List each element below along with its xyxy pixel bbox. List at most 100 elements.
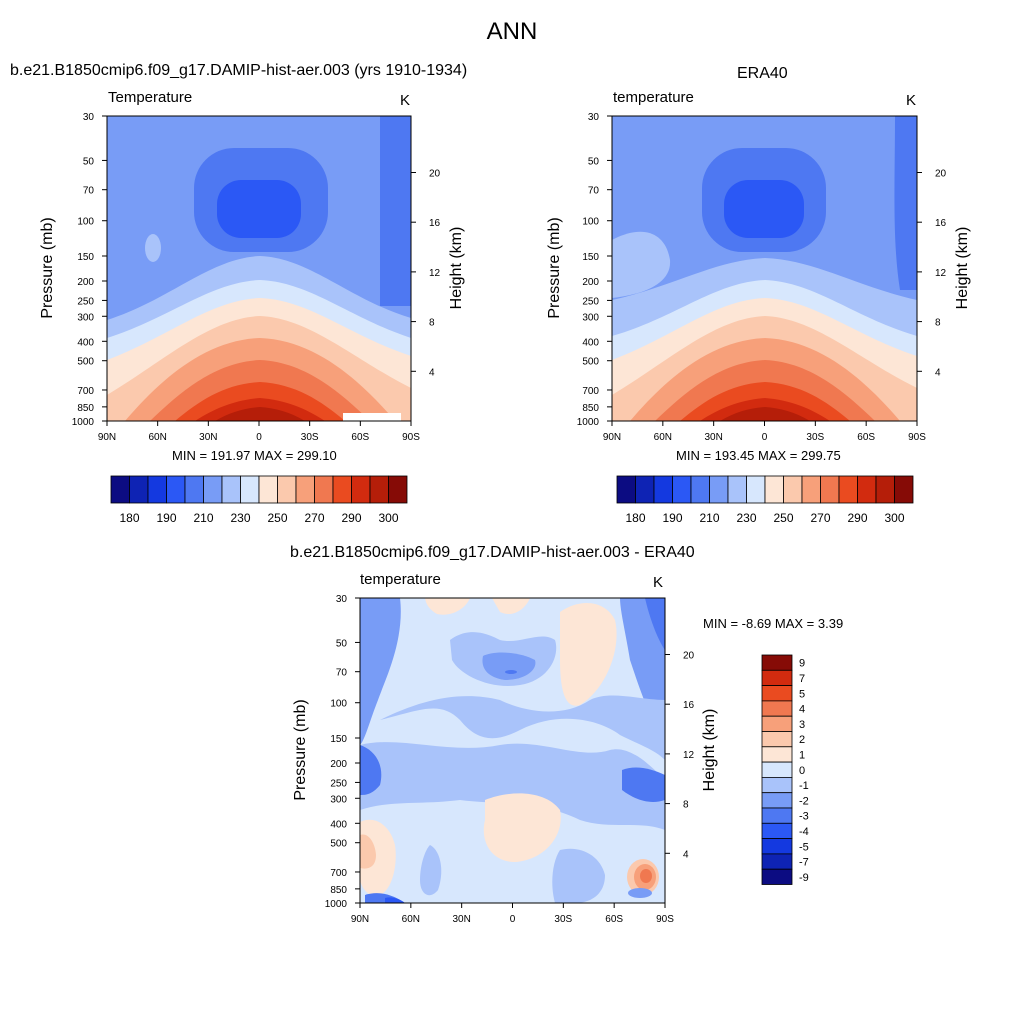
panel-3-y2-tick-label: 16 bbox=[683, 700, 695, 711]
colorbar-3-swatch bbox=[761, 792, 793, 809]
panel-3-y2-tick-label: 4 bbox=[683, 849, 689, 860]
colorbar-3-tick-label: -2 bbox=[799, 795, 809, 807]
panel-2-x-tick-label: 0 bbox=[762, 432, 768, 443]
colorbar-1-swatch bbox=[351, 475, 371, 504]
colorbar-1-tick-label: 290 bbox=[341, 511, 361, 525]
panel-3-y-tick-label: 200 bbox=[330, 759, 347, 770]
panel-1-plot bbox=[107, 116, 411, 421]
colorbar-2-tick-label: 290 bbox=[847, 511, 867, 525]
colorbar-3-tick-label: 9 bbox=[799, 658, 805, 670]
panel-3-x-tick-label: 90S bbox=[656, 914, 674, 925]
panel-1-y-tick-label: 1000 bbox=[72, 417, 95, 428]
colorbar-1-swatch bbox=[240, 475, 260, 504]
colorbar-3-tick-label: -4 bbox=[799, 826, 809, 838]
panel-1-field-label: Temperature bbox=[108, 89, 193, 106]
colorbar-3-tick-label: -1 bbox=[799, 780, 809, 792]
panel-2-y-tick-label: 400 bbox=[582, 337, 599, 348]
colorbar-1-tick-label: 270 bbox=[304, 511, 324, 525]
colorbar-3-swatch bbox=[761, 746, 793, 763]
colorbar-1-swatch bbox=[314, 475, 334, 504]
panel-2-x-tick-label: 60S bbox=[857, 432, 875, 443]
panel-1-x-tick-label: 30N bbox=[199, 432, 217, 443]
panel-2-field-label: temperature bbox=[613, 89, 694, 106]
colorbar-1-swatch bbox=[110, 475, 130, 504]
colorbar-1-swatch bbox=[129, 475, 149, 504]
panel-2-x-tick-label: 90N bbox=[603, 432, 621, 443]
colorbar-3-tick-label: 1 bbox=[799, 749, 805, 761]
panel-3-min-max: MIN = -8.69 MAX = 3.39 bbox=[703, 616, 844, 631]
colorbar-1-swatch bbox=[147, 475, 167, 504]
colorbar-2-tick-label: 300 bbox=[884, 511, 904, 525]
colorbar-2-swatch bbox=[875, 475, 895, 504]
panel-1-y-tick-label: 500 bbox=[77, 357, 94, 368]
panel-1-x-tick-label: 30S bbox=[301, 432, 319, 443]
panel-2-y2-tick-label: 20 bbox=[935, 168, 947, 179]
colorbar-3-swatch bbox=[761, 853, 793, 870]
panel-1-y2-tick-label: 4 bbox=[429, 367, 435, 378]
colorbar-2-swatch bbox=[857, 475, 877, 504]
colorbar-2-swatch bbox=[635, 475, 655, 504]
panel-1-y-tick-label: 50 bbox=[83, 156, 95, 167]
panel-3-field-label: temperature bbox=[360, 571, 441, 588]
colorbar-3-swatch bbox=[761, 761, 793, 778]
colorbar-3-tick-label: 5 bbox=[799, 688, 805, 700]
colorbar-3-swatch bbox=[761, 654, 793, 671]
colorbar-2-tick-label: 250 bbox=[773, 511, 793, 525]
colorbar-3-swatch bbox=[761, 731, 793, 748]
panel-2-title: ERA40 bbox=[737, 65, 788, 82]
colorbar-2-swatch bbox=[820, 475, 840, 504]
panel-3-y-tick-label: 700 bbox=[330, 868, 347, 879]
panel-1-y-tick-label: 300 bbox=[77, 312, 94, 323]
panel-1-unit: K bbox=[400, 92, 411, 109]
panel-1-y-tick-label: 200 bbox=[77, 277, 94, 288]
colorbar-1-tick-label: 180 bbox=[119, 511, 139, 525]
colorbar-2-tick-label: 180 bbox=[625, 511, 645, 525]
panel-1-y2-tick-label: 20 bbox=[429, 168, 441, 179]
colorbar-1-swatch bbox=[184, 475, 204, 504]
colorbar-1-tick-label: 230 bbox=[230, 511, 250, 525]
panel-1-y-tick-label: 700 bbox=[77, 386, 94, 397]
panel-3-x-tick-label: 0 bbox=[510, 914, 516, 925]
panel-2-y-tick-label: 150 bbox=[582, 252, 599, 263]
panel-2-y2-tick-label: 8 bbox=[935, 318, 941, 329]
panel-2-y2-tick-label: 12 bbox=[935, 268, 947, 279]
panel-2-x-tick-label: 90S bbox=[908, 432, 926, 443]
panel-2-y-tick-label: 70 bbox=[588, 186, 600, 197]
colorbar-2-swatch bbox=[690, 475, 710, 504]
panel-3-plot bbox=[360, 598, 665, 903]
panel-2-y-tick-label: 100 bbox=[582, 217, 599, 228]
colorbar-2-swatch bbox=[894, 475, 914, 504]
colorbar-3-swatch bbox=[761, 685, 793, 702]
colorbar-3-tick-label: 0 bbox=[799, 765, 805, 777]
colorbar-3-swatch bbox=[761, 822, 793, 839]
panel-1-y2-tick-label: 16 bbox=[429, 218, 441, 229]
colorbar-3-swatch bbox=[761, 838, 793, 855]
panel-1-min-max: MIN = 191.97 MAX = 299.10 bbox=[172, 448, 337, 463]
colorbar-1-swatch bbox=[221, 475, 241, 504]
colorbar-3-swatch bbox=[761, 807, 793, 824]
panel-3-title: b.e21.B1850cmip6.f09_g17.DAMIP-hist-aer.… bbox=[290, 544, 695, 561]
panel-3-y-tick-label: 30 bbox=[336, 594, 348, 605]
colorbar-2-tick-label: 230 bbox=[736, 511, 756, 525]
panel-1-y-tick-label: 850 bbox=[77, 403, 94, 414]
colorbar-2-swatch bbox=[709, 475, 729, 504]
colorbar-3-swatch bbox=[761, 700, 793, 717]
panel-3-y-tick-label: 250 bbox=[330, 778, 347, 789]
colorbar-1-tick-label: 250 bbox=[267, 511, 287, 525]
panel-3-y-tick-label: 70 bbox=[336, 668, 348, 679]
colorbar-3-swatch bbox=[761, 669, 793, 686]
panel-2-y-tick-label: 850 bbox=[582, 403, 599, 414]
panel-1-y2-tick-label: 8 bbox=[429, 318, 435, 329]
colorbar-1-tick-label: 210 bbox=[193, 511, 213, 525]
colorbar-1-tick-label: 300 bbox=[378, 511, 398, 525]
panel-2-y-tick-label: 30 bbox=[588, 112, 600, 123]
figure-title: ANN bbox=[486, 18, 538, 45]
panel-3-x-tick-label: 60S bbox=[605, 914, 623, 925]
colorbar-1-swatch bbox=[369, 475, 389, 504]
colorbar-1-tick-label: 190 bbox=[156, 511, 176, 525]
panel-3-y2-tick-label: 12 bbox=[683, 750, 695, 761]
colorbar-3-swatch bbox=[761, 777, 793, 794]
panel-3-y-tick-label: 300 bbox=[330, 794, 347, 805]
panel-2-y-tick-label: 50 bbox=[588, 156, 600, 167]
